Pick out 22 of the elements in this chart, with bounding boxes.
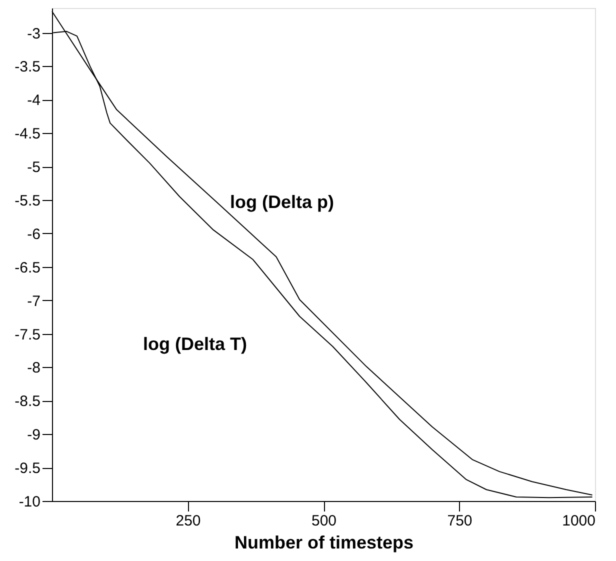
y-tick-label: -3 [27, 25, 40, 42]
x-axis-title: Number of timesteps [234, 532, 414, 552]
x-tick-label: 750 [447, 512, 472, 530]
y-tick-label: -6.5 [14, 259, 40, 276]
y-tick-label: -5 [27, 159, 40, 176]
y-tick-label: -8.5 [14, 393, 40, 410]
y-tick-label: -9 [27, 426, 40, 444]
y-tick-label: -5.5 [14, 192, 40, 210]
y-tick-label: -10 [18, 494, 40, 510]
y-tick-label: -7 [27, 292, 40, 310]
x-tick-label: 250 [176, 512, 201, 530]
y-tick-label: -4.5 [14, 126, 40, 143]
y-tick-label: -8 [27, 360, 40, 377]
x-tick-label: 1000 [562, 512, 596, 530]
y-tick-label: -6 [27, 226, 40, 243]
y-tick-label: -7.5 [14, 326, 40, 344]
annotation: log (Delta p) [230, 192, 334, 212]
y-tick-label: -3.5 [14, 58, 40, 76]
y-tick-label: -4 [27, 92, 40, 110]
annotation: log (Delta T) [143, 334, 247, 354]
x-tick-label: 500 [311, 512, 337, 530]
y-tick-label: -9.5 [14, 460, 40, 478]
